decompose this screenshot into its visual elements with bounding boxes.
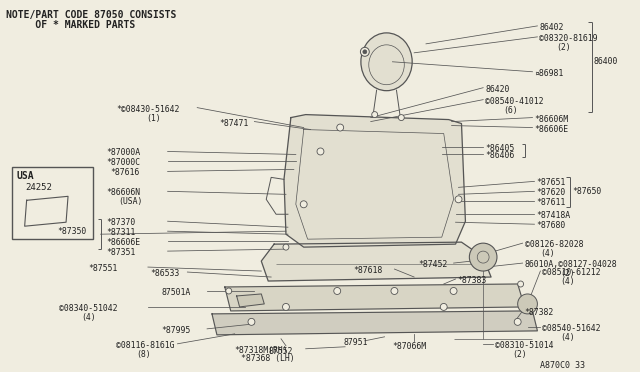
Text: (6): (6) <box>503 106 518 115</box>
Text: NOTE/PART CODE 87050 CONSISTS: NOTE/PART CODE 87050 CONSISTS <box>6 10 176 20</box>
Text: 87501A: 87501A <box>162 288 191 297</box>
Circle shape <box>391 288 398 295</box>
Text: *87351: *87351 <box>106 248 136 257</box>
Circle shape <box>360 47 369 56</box>
Text: ©08540-51642: ©08540-51642 <box>542 324 601 333</box>
Text: (4): (4) <box>560 277 575 286</box>
Text: ©08310-51014: ©08310-51014 <box>495 341 554 350</box>
Text: (4): (4) <box>81 313 95 322</box>
Text: *87551: *87551 <box>89 264 118 273</box>
Text: *87382: *87382 <box>525 308 554 317</box>
Circle shape <box>518 281 524 287</box>
Polygon shape <box>284 115 465 247</box>
Text: *87370: *87370 <box>106 218 136 227</box>
Polygon shape <box>261 242 491 281</box>
Text: 86400: 86400 <box>594 57 618 66</box>
Text: *87066M: *87066M <box>392 342 427 351</box>
Circle shape <box>398 115 404 121</box>
Polygon shape <box>212 311 538 335</box>
Text: (2): (2) <box>513 350 527 359</box>
Text: *86606M: *86606M <box>534 115 568 124</box>
Text: 86420: 86420 <box>485 85 509 94</box>
Text: ©08126-82028: ©08126-82028 <box>525 240 583 249</box>
Text: ¤86981: ¤86981 <box>534 69 564 78</box>
Text: (2): (2) <box>556 43 571 52</box>
Text: OF * MARKED PARTS: OF * MARKED PARTS <box>6 20 135 30</box>
Text: *87000A: *87000A <box>106 148 141 157</box>
Text: 86402: 86402 <box>540 23 564 32</box>
Text: (4): (4) <box>560 333 575 342</box>
Text: *86606E: *86606E <box>106 238 141 247</box>
Text: ©08320-81619: ©08320-81619 <box>540 34 598 43</box>
Text: *87995: *87995 <box>162 326 191 335</box>
Circle shape <box>440 304 447 310</box>
Text: *87000C: *87000C <box>106 158 141 167</box>
Text: *86606N: *86606N <box>106 188 141 197</box>
Circle shape <box>283 244 289 250</box>
Ellipse shape <box>361 33 412 91</box>
Text: 86010A,©08127-04028: 86010A,©08127-04028 <box>525 260 617 269</box>
Text: ©08510-61212: ©08510-61212 <box>542 268 601 277</box>
Text: (USA): (USA) <box>118 197 143 206</box>
Circle shape <box>334 288 340 295</box>
Text: *86533: *86533 <box>150 269 179 278</box>
Text: *86406: *86406 <box>485 151 515 160</box>
Text: *87383: *87383 <box>458 276 487 285</box>
Text: A870C0 33: A870C0 33 <box>540 361 586 370</box>
Text: *87620: *87620 <box>536 188 566 197</box>
Text: *87311: *87311 <box>106 228 136 237</box>
Text: ©08540-41012: ©08540-41012 <box>485 97 543 106</box>
Text: *87680: *87680 <box>536 221 566 230</box>
Text: 24252: 24252 <box>26 183 52 192</box>
Circle shape <box>248 318 255 326</box>
Text: *©08430-51642: *©08430-51642 <box>116 105 180 113</box>
Text: 87552: 87552 <box>268 347 292 356</box>
Text: *87611: *87611 <box>536 198 566 207</box>
Text: *87318M(RH): *87318M(RH) <box>235 346 288 355</box>
Text: *87350: *87350 <box>57 227 86 236</box>
Circle shape <box>282 304 289 310</box>
Text: *87471: *87471 <box>219 119 248 128</box>
Text: USA: USA <box>17 171 35 182</box>
Circle shape <box>450 288 457 295</box>
Text: *87618: *87618 <box>353 266 382 275</box>
Circle shape <box>337 124 344 131</box>
Text: *87452: *87452 <box>418 260 447 269</box>
Text: (4): (4) <box>540 249 555 258</box>
Polygon shape <box>225 284 525 311</box>
Circle shape <box>518 294 538 314</box>
Circle shape <box>372 112 378 118</box>
Text: ©08116-8161G: ©08116-8161G <box>116 341 175 350</box>
Text: 87951: 87951 <box>343 338 367 347</box>
Text: (8): (8) <box>136 350 150 359</box>
Circle shape <box>300 201 307 208</box>
Circle shape <box>455 196 462 203</box>
Circle shape <box>514 318 521 326</box>
Circle shape <box>469 243 497 271</box>
Text: *87418A: *87418A <box>536 211 570 220</box>
Text: (1): (1) <box>146 113 161 123</box>
Text: *86606E: *86606E <box>534 125 568 134</box>
Text: *87651: *87651 <box>536 179 566 187</box>
Circle shape <box>226 288 232 294</box>
Text: (2): (2) <box>560 269 575 278</box>
Polygon shape <box>237 294 264 307</box>
Circle shape <box>317 148 324 155</box>
Text: *87650: *87650 <box>572 187 601 196</box>
Text: *87616: *87616 <box>111 169 140 177</box>
Circle shape <box>363 50 367 54</box>
Bar <box>12 167 93 239</box>
Text: ©08340-51042: ©08340-51042 <box>59 304 118 313</box>
Text: *87368 (LH): *87368 (LH) <box>241 354 294 363</box>
Text: *86405: *86405 <box>485 144 515 154</box>
